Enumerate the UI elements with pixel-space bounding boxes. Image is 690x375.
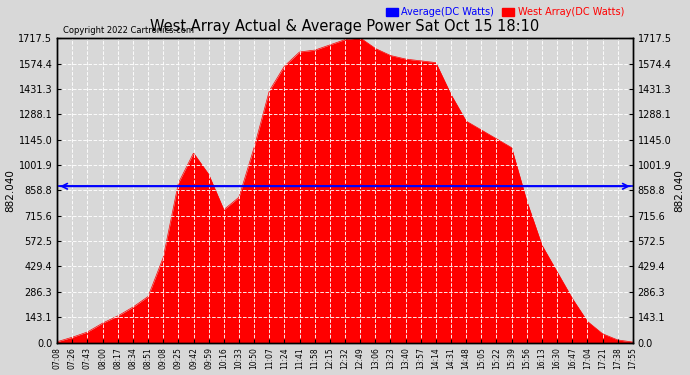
Y-axis label: 882.040: 882.040 [674,169,684,212]
Title: West Array Actual & Average Power Sat Oct 15 18:10: West Array Actual & Average Power Sat Oc… [150,19,540,34]
Text: Copyright 2022 Cartronics.com: Copyright 2022 Cartronics.com [63,26,194,35]
Legend: Average(DC Watts), West Array(DC Watts): Average(DC Watts), West Array(DC Watts) [382,3,628,21]
Y-axis label: 882.040: 882.040 [6,169,16,212]
